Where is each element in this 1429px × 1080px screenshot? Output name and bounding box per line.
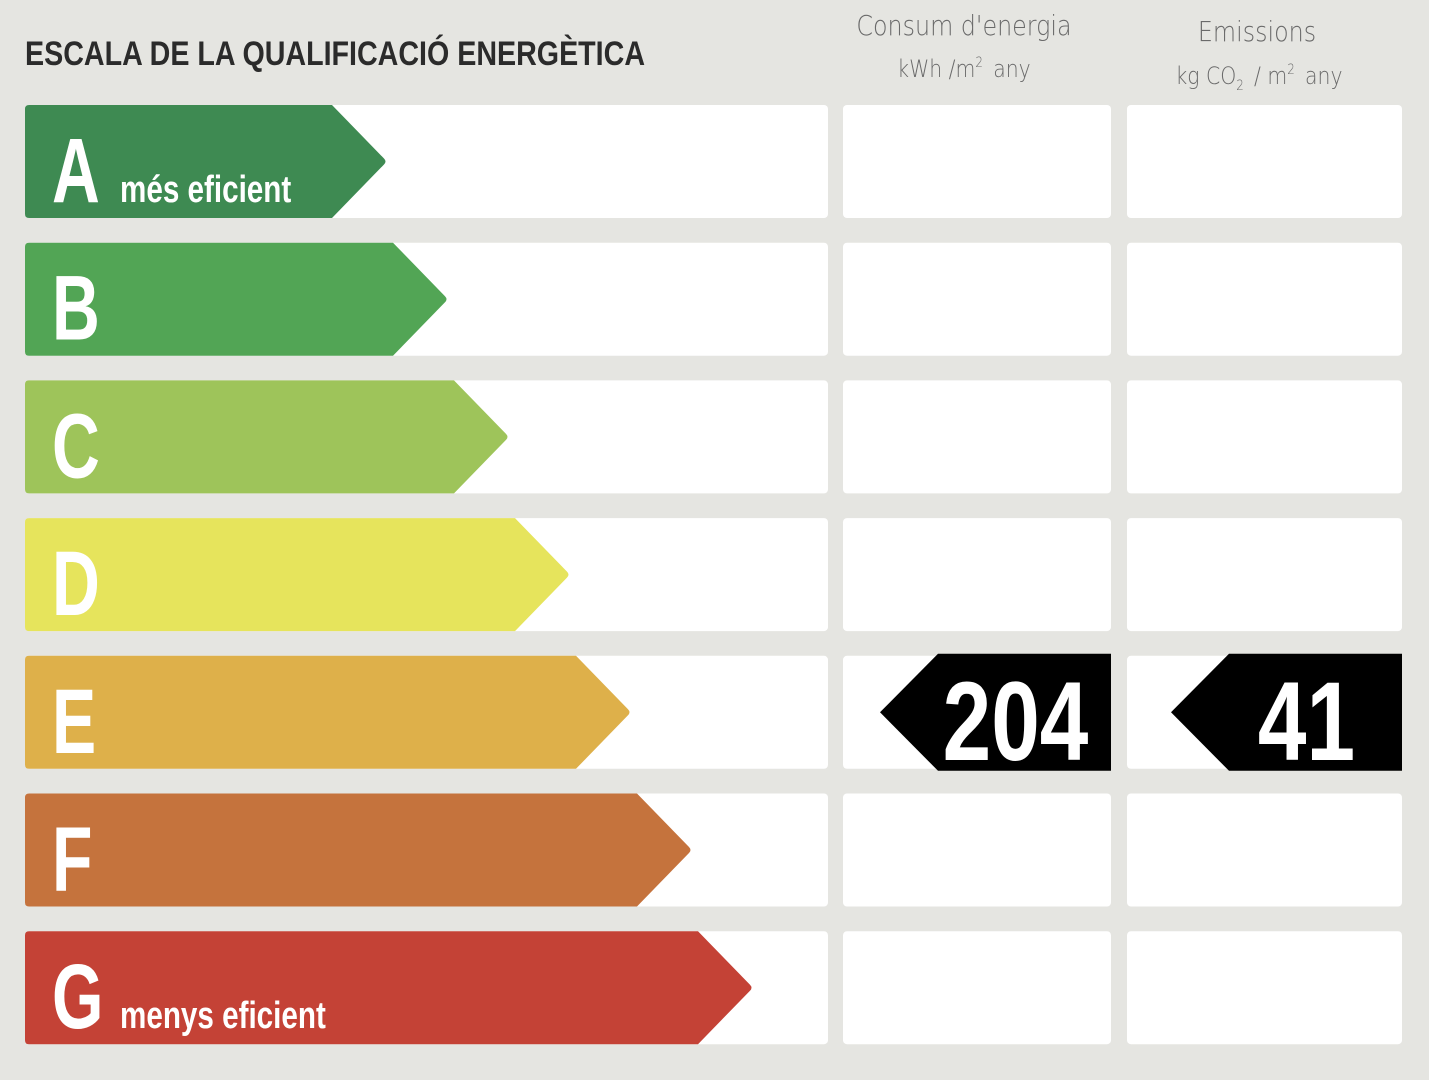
rating-letter: B — [52, 256, 100, 359]
rating-arrow — [25, 380, 508, 494]
rating-letter: C — [52, 394, 100, 497]
unit-part: kg CO — [1175, 62, 1236, 90]
rating-label: menys eficient — [120, 995, 326, 1037]
rating-arrow — [25, 518, 569, 632]
energy-box — [843, 242, 1111, 356]
unit-sup: 2 — [975, 55, 983, 71]
energy-box — [843, 931, 1111, 1045]
energy-tag — [880, 653, 1111, 771]
rating-arrow — [25, 931, 752, 1045]
emissions-box — [1127, 518, 1402, 632]
unit-part: / m — [1254, 62, 1287, 90]
column-title: Consum d'energia — [856, 10, 1071, 42]
unit-part: kWh /m — [897, 55, 975, 83]
rating-arrow — [25, 793, 691, 907]
rating-letter: E — [52, 669, 96, 772]
emissions-box — [1127, 105, 1402, 218]
unit-part: any — [1305, 62, 1342, 90]
emissions-box — [1127, 380, 1402, 494]
title: ESCALA DE LA QUALIFICACIÓ ENERGÈTICA — [25, 35, 645, 73]
emissions-box — [1127, 931, 1402, 1045]
rating-letter: F — [52, 807, 92, 910]
energy-box — [843, 518, 1111, 632]
emissions-tag — [1171, 653, 1402, 771]
column-title: Emissions — [1198, 16, 1316, 48]
energy-box — [843, 380, 1111, 494]
emissions-box — [1127, 242, 1402, 356]
energy-box — [843, 105, 1111, 218]
rating-letter: A — [52, 118, 100, 221]
emissions-box — [1127, 793, 1402, 907]
rating-arrow — [25, 242, 447, 356]
rating-arrow — [25, 105, 386, 218]
unit-sub: 2 — [1236, 78, 1244, 94]
emissions-value: 41 — [1258, 659, 1355, 784]
rating-letter: D — [52, 531, 100, 634]
rating-label: més eficient — [120, 169, 291, 211]
unit-part: any — [993, 55, 1030, 83]
rating-arrow — [25, 655, 630, 769]
energy-box — [843, 793, 1111, 907]
unit-sup: 2 — [1287, 62, 1295, 78]
column-unit: kg CO2/ m2 any — [1175, 62, 1342, 94]
column-unit: kWh /m2 any — [897, 55, 1030, 83]
energy-value: 204 — [943, 659, 1089, 784]
rating-letter: G — [52, 944, 104, 1047]
